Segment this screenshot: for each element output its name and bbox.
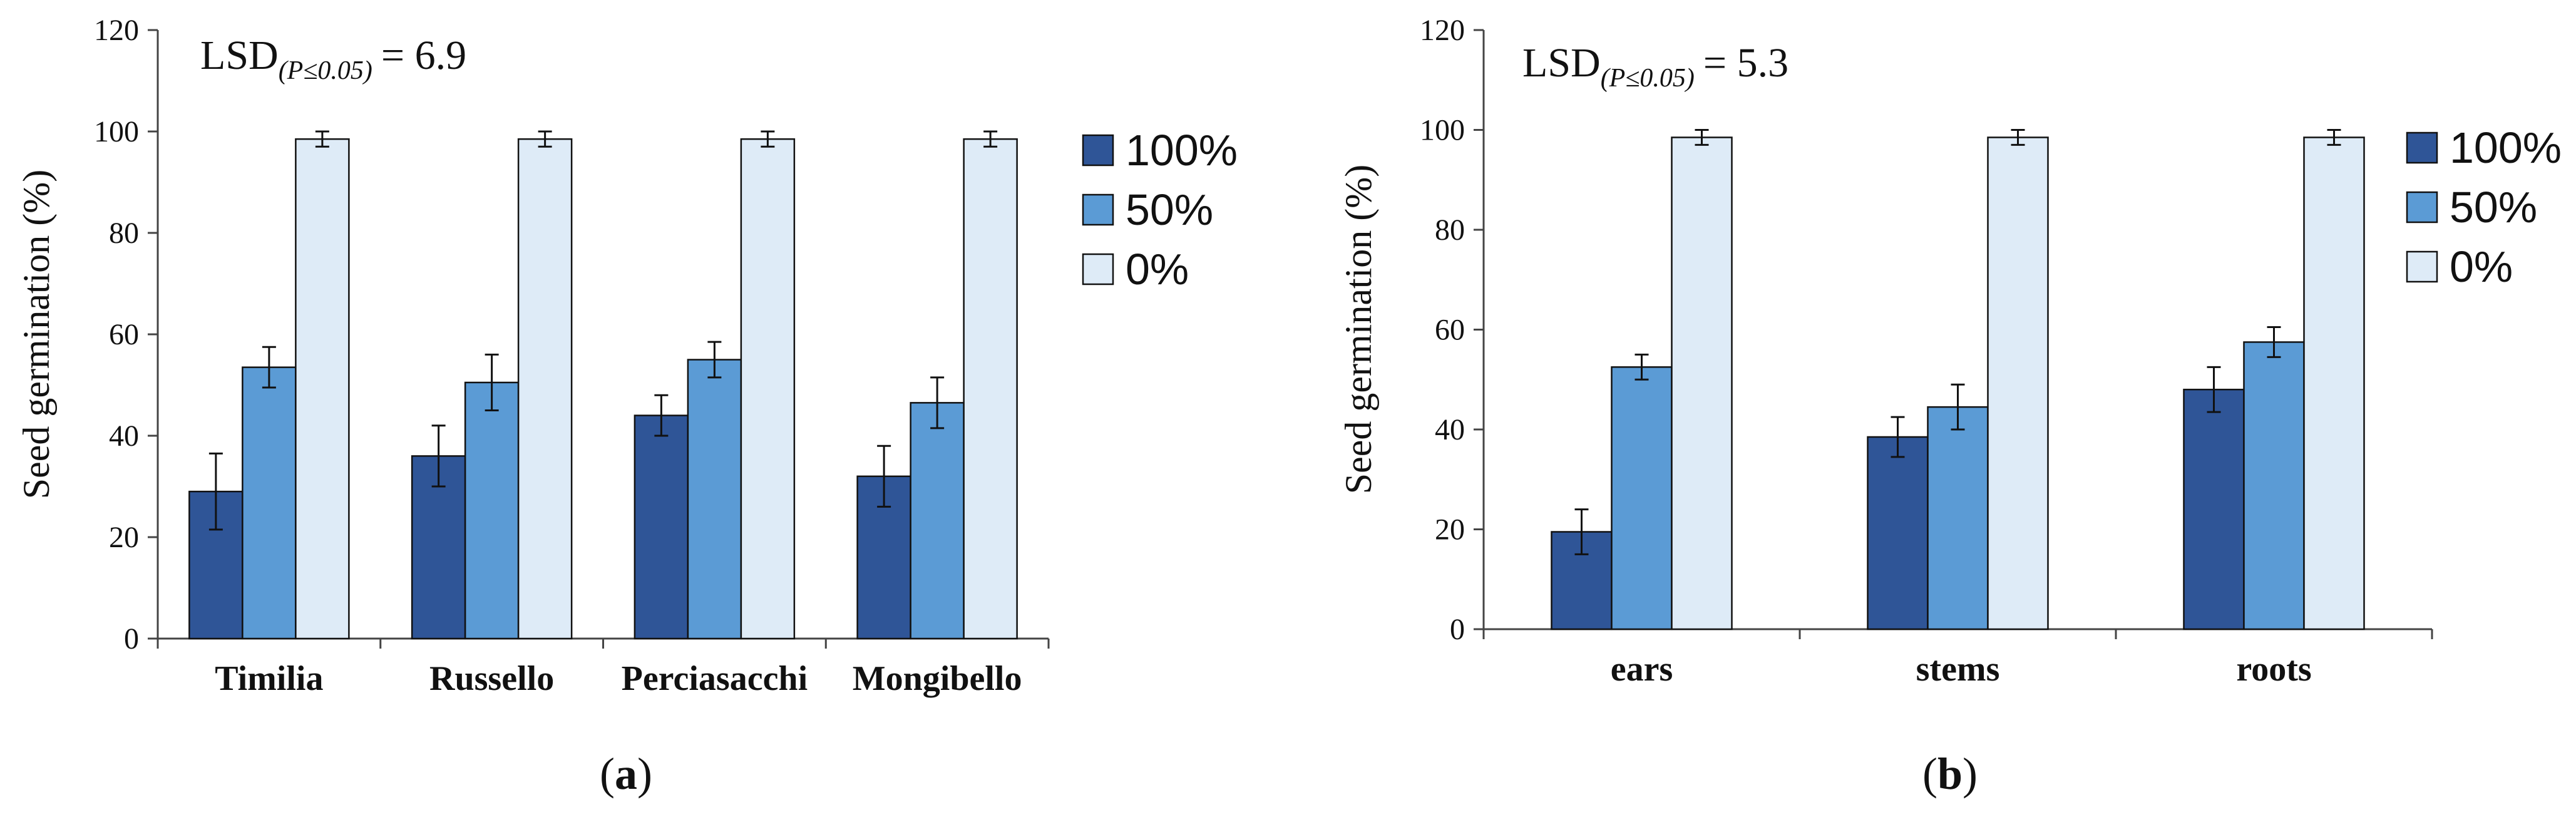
y-tick-label: 80: [1435, 213, 1465, 247]
bar: [740, 138, 796, 640]
chart-panel-b: 0 20 40 60 80 100 120 Seed germination (%) ears s…: [1338, 14, 2562, 799]
bar: [1611, 366, 1673, 630]
x-category-label: Mongibello: [853, 659, 1022, 698]
legend-swatch: [1082, 193, 1114, 226]
x-category-label: Perciasacchi: [622, 659, 808, 698]
legend-swatch: [2406, 131, 2438, 164]
bar: [464, 381, 520, 640]
legend-label: 0%: [2450, 242, 2513, 291]
bar: [2243, 341, 2305, 630]
legend-label: 50%: [1126, 185, 1213, 234]
legend-swatch: [1082, 253, 1114, 285]
x-category-label: Timilia: [215, 659, 323, 698]
x-category-label: ears: [1611, 650, 1673, 689]
panel-label: (a): [600, 749, 652, 799]
y-axis-label: Seed germination (%): [1338, 165, 1379, 495]
legend-label: 0%: [1126, 245, 1189, 294]
y-tick-label: 20: [1435, 513, 1465, 547]
y-tick-label: 80: [109, 217, 139, 250]
x-category-label: Russello: [429, 659, 554, 698]
y-tick-label: 60: [1435, 314, 1465, 347]
lsd-annotation: LSD(P≤0.05) = 6.9: [200, 33, 466, 85]
bar: [2303, 136, 2365, 630]
panel-label: (b): [1922, 749, 1978, 799]
bar: [963, 138, 1018, 640]
y-tick-label: 120: [1420, 14, 1465, 47]
bar: [1671, 136, 1733, 630]
y-tick-label: 100: [1420, 114, 1465, 147]
y-tick-label: 20: [109, 521, 139, 554]
legend-swatch: [1082, 134, 1114, 167]
bar: [517, 138, 573, 640]
bar: [1927, 406, 1989, 630]
y-tick-label: 0: [124, 622, 139, 655]
bar: [2183, 388, 2245, 630]
bar: [242, 366, 297, 640]
y-tick-label: 0: [1450, 613, 1465, 646]
y-tick-label: 60: [109, 318, 139, 351]
legend-swatch: [2406, 250, 2438, 283]
legend-label: 50%: [2450, 183, 2537, 232]
y-tick-label: 100: [94, 115, 139, 148]
legend-swatch: [2406, 191, 2438, 224]
bar: [295, 138, 350, 640]
chart-panel-a: 0 20 40 60 80 100 120 Seed germination (%) Timil…: [16, 14, 1238, 799]
bar: [1987, 136, 2049, 630]
y-tick-label: 40: [1435, 413, 1465, 446]
legend-label: 100%: [1126, 126, 1238, 175]
x-category-label: roots: [2236, 650, 2311, 689]
x-category-label: stems: [1916, 650, 2000, 689]
bar: [634, 414, 689, 640]
y-axis-label: Seed germination (%): [16, 170, 57, 500]
bar: [687, 359, 742, 640]
y-tick-label: 120: [94, 14, 139, 47]
legend-label: 100%: [2450, 123, 2562, 172]
bar: [910, 402, 965, 640]
bar: [1867, 436, 1929, 630]
y-tick-label: 40: [109, 419, 139, 453]
lsd-annotation: LSD(P≤0.05) = 5.3: [1522, 40, 1788, 93]
